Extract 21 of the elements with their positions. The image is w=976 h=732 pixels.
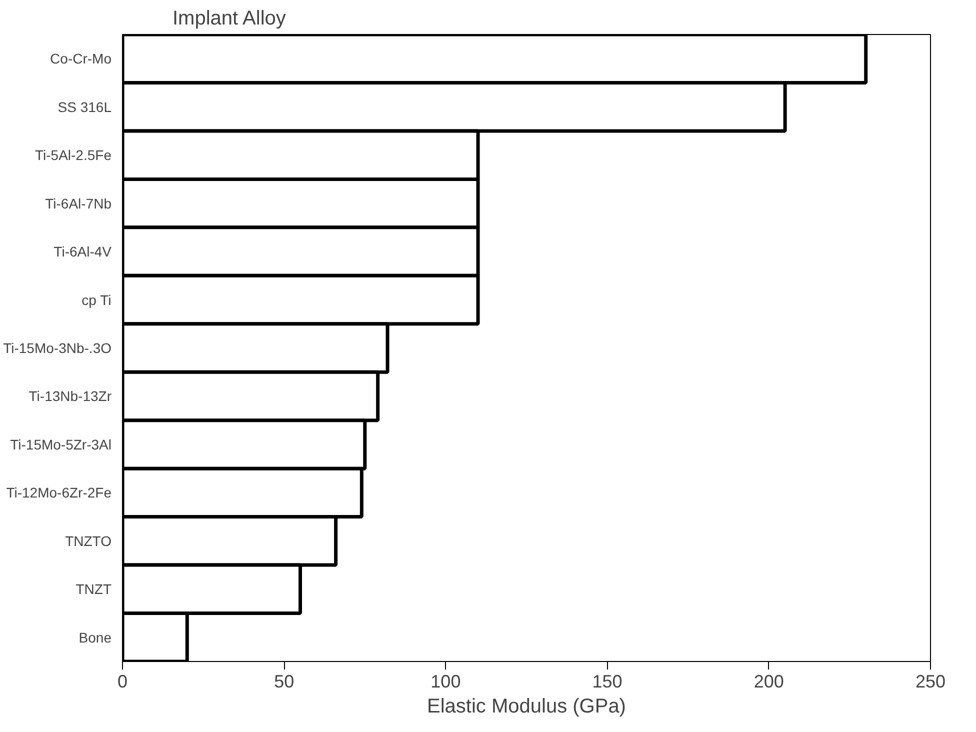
y-tick-label: Ti-6Al-7Nb (45, 195, 112, 212)
x-tick-label: 200 (754, 672, 784, 692)
x-tick-label: 150 (592, 672, 622, 692)
y-axis-title: Implant Alloy (172, 8, 286, 30)
y-tick-label: Co-Cr-Mo (50, 50, 112, 67)
y-tick-label: Ti-6Al-4V (54, 244, 112, 260)
x-tick-label: 100 (430, 672, 461, 692)
y-tick-label: Ti-12Mo-6Zr-2Fe (6, 484, 112, 501)
x-tick-label: 50 (274, 672, 294, 692)
x-tick-label: 250 (915, 672, 946, 692)
y-tick-label: cp Ti (82, 292, 112, 308)
x-tick-label: 0 (117, 672, 128, 692)
y-tick-label: Ti-15Mo-5Zr-3Al (10, 436, 112, 452)
x-axis-title: Elastic Modulus (GPa) (427, 696, 626, 718)
y-tick-label: TNZTO (65, 532, 112, 549)
y-tick-label: Ti-15Mo-3Nb-.3O (3, 340, 112, 356)
y-tick-label: TNZT (76, 581, 112, 598)
y-tick-label: SS 316L (58, 98, 112, 115)
y-tick-label: Ti-13Nb-13Zr (28, 388, 112, 404)
y-tick-label: Bone (78, 629, 112, 646)
y-tick-label: Ti-5Al-2.5Fe (35, 147, 112, 164)
